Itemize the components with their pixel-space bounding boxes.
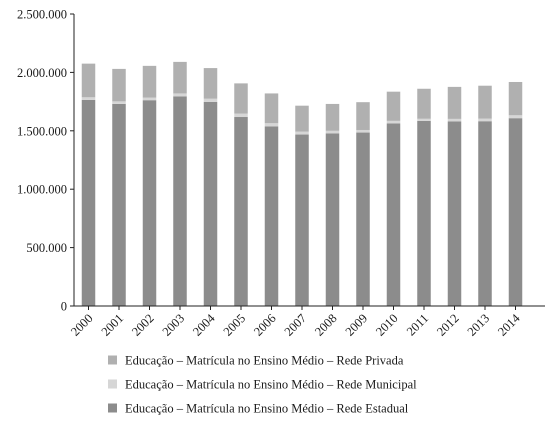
bar-segment-series-1	[234, 113, 248, 118]
bar-segment-series-0	[112, 103, 126, 306]
legend-swatch	[108, 379, 117, 389]
legend: Educação – Matrícula no Ensino Médio – R…	[108, 354, 417, 416]
legend-label: Educação – Matrícula no Ensino Médio – R…	[125, 378, 417, 392]
x-tick-label: 2012	[434, 311, 462, 339]
bar-segment-series-1	[142, 97, 157, 101]
bar-segment-series-2	[81, 63, 96, 98]
bar-segment-series-2	[325, 103, 340, 131]
y-tick-label: 0	[61, 300, 67, 314]
bar-segment-series-2	[447, 86, 462, 119]
bar-segment-series-2	[234, 83, 248, 114]
bar-segment-series-1	[295, 131, 309, 135]
bar-segment-series-2	[112, 68, 126, 102]
y-tick-label: 1.500.000	[17, 124, 67, 138]
y-tick-label: 1.000.000	[17, 183, 67, 197]
bar-segment-series-2	[508, 81, 523, 116]
bar-segment-series-1	[203, 98, 218, 102]
x-tick-label: 2008	[312, 311, 340, 339]
x-tick-label: 2010	[373, 311, 401, 339]
x-tick-label: 2013	[465, 311, 493, 339]
bar-segment-series-1	[173, 93, 187, 97]
bar-segment-series-1	[386, 120, 401, 124]
bar-segment-series-0	[386, 123, 401, 307]
bar-segment-series-0	[447, 121, 462, 307]
y-tick-label: 2.000.000	[17, 66, 67, 80]
bar-segment-series-0	[478, 121, 492, 306]
bar-segment-series-1	[81, 97, 96, 100]
x-tick-label: 2004	[190, 311, 218, 339]
x-tick-label: 2000	[68, 311, 96, 339]
y-tick-label: 2.500.000	[17, 8, 67, 22]
x-tick-label: 2005	[221, 311, 249, 339]
bar-segment-series-0	[173, 96, 187, 307]
bar-segment-series-2	[173, 61, 187, 94]
bar-segment-series-2	[264, 93, 279, 124]
x-tick-label: 2002	[129, 311, 157, 339]
x-tick-label: 2011	[404, 311, 431, 338]
bar-segment-series-2	[417, 88, 431, 119]
legend-swatch	[108, 403, 117, 413]
x-tick-label: 2006	[251, 311, 279, 339]
bar-segment-series-2	[356, 102, 370, 130]
x-tick-label: 2001	[99, 311, 127, 339]
bar-segment-series-1	[447, 118, 462, 122]
bar-segment-series-1	[112, 101, 126, 104]
bars	[81, 61, 523, 307]
bar-segment-series-0	[264, 126, 279, 307]
x-axis: 2000 2001 2002 2003 2004 2005 2006 2007 2008 2009…	[68, 305, 545, 339]
bar-segment-series-2	[203, 68, 218, 99]
legend-swatch	[108, 355, 117, 365]
y-axis: 2.500.000 2.000.000 1.500.000 1.000.000 500.…	[17, 8, 75, 314]
bar-segment-series-2	[142, 65, 157, 98]
bar-segment-series-2	[386, 91, 401, 121]
y-tick-label: 500.000	[26, 241, 67, 255]
x-tick-label: 2009	[343, 311, 371, 339]
bar-segment-series-2	[295, 105, 309, 132]
bar-segment-series-1	[508, 115, 523, 119]
bar-segment-series-0	[417, 120, 431, 306]
bar-segment-series-2	[478, 85, 492, 119]
bar-segment-series-0	[295, 134, 309, 306]
bar-segment-series-0	[81, 99, 96, 307]
bar-segment-series-1	[264, 123, 279, 127]
legend-label: Educação – Matrícula no Ensino Médio – R…	[125, 354, 404, 368]
bar-segment-series-1	[478, 118, 492, 122]
bar-segment-series-1	[417, 118, 431, 121]
bar-segment-series-0	[356, 132, 370, 306]
bar-segment-series-0	[203, 101, 218, 306]
x-tick-label: 2003	[160, 311, 188, 339]
bar-segment-series-0	[234, 117, 248, 306]
bar-segment-series-1	[325, 130, 340, 134]
bar-segment-series-0	[508, 118, 523, 306]
legend-label: Educação – Matrícula no Ensino Médio – R…	[125, 402, 409, 416]
bar-segment-series-0	[142, 100, 157, 307]
bar-segment-series-1	[356, 129, 370, 133]
x-tick-label: 2014	[495, 311, 523, 339]
bar-segment-series-0	[325, 133, 340, 306]
x-tick-label: 2007	[282, 311, 310, 339]
